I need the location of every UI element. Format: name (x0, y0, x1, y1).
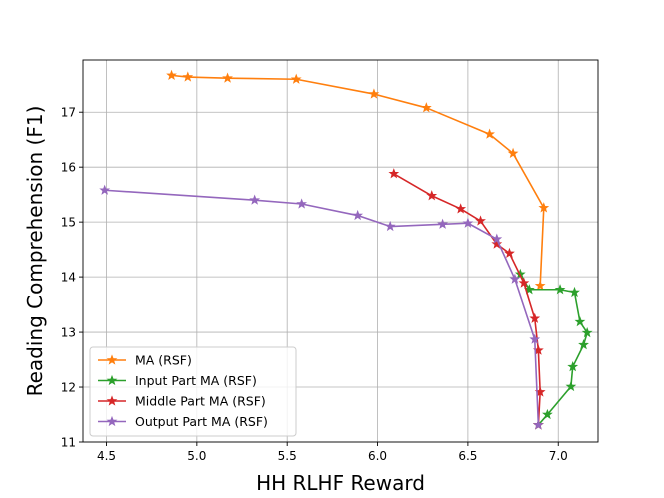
series-layer (99, 69, 593, 430)
legend-star-icon (106, 374, 118, 386)
x-tick-label: 4.5 (97, 449, 116, 463)
data-point-star (507, 147, 519, 159)
data-point-star (484, 128, 495, 139)
series-line (171, 74, 545, 286)
y-tick-label: 16 (61, 161, 76, 175)
x-axis-label: HH RLHF Reward (256, 471, 425, 495)
data-point-star (222, 72, 233, 83)
data-point-star (455, 203, 467, 214)
legend-box (89, 346, 297, 437)
data-point-star (534, 280, 546, 291)
y-tick-label: 17 (61, 106, 76, 120)
data-point-star (491, 233, 503, 244)
x-tick-label: 7.0 (549, 449, 568, 463)
data-point-star (420, 102, 432, 113)
data-point-star (565, 380, 577, 392)
data-point-star (578, 339, 589, 350)
data-point-star (182, 71, 194, 82)
legend: MA (RSF) Input Part MA (RSF) Middle Part M… (89, 346, 297, 437)
data-point-star (504, 247, 515, 259)
series-3 (99, 184, 544, 430)
y-tick-label: 12 (61, 381, 76, 395)
x-tick-label: 5.5 (278, 449, 297, 463)
series-0 (166, 69, 550, 291)
plot-frame (82, 59, 599, 443)
x-tick-label: 5.0 (187, 449, 206, 463)
legend-star-icon (106, 354, 118, 365)
ticks: 4.5 5.0 5.5 6.0 6.5 7.0 11 12 13 14 15 16 17 (61, 106, 568, 463)
y-tick-label: 15 (61, 216, 76, 230)
data-point-star (296, 198, 308, 209)
data-point-star (529, 333, 541, 344)
data-point-star (574, 315, 586, 327)
data-point-star (532, 419, 544, 430)
data-point-star (290, 73, 302, 84)
legend-label: Output Part MA (RSF) (135, 414, 268, 429)
data-point-star (518, 277, 530, 288)
data-point-star (368, 88, 380, 99)
data-point-star (166, 69, 177, 80)
y-tick-label: 11 (61, 436, 76, 450)
x-tick-label: 6.5 (458, 449, 477, 463)
data-point-star (569, 286, 580, 298)
data-point-star (426, 190, 438, 201)
data-point-star (538, 202, 550, 213)
data-point-star (567, 361, 579, 372)
legend-star-icon (106, 415, 118, 427)
legend-label: MA (RSF) (135, 353, 192, 368)
y-tick-label: 14 (61, 271, 76, 285)
data-point-star (352, 209, 364, 221)
data-point-star (581, 326, 593, 338)
data-point-star (475, 215, 486, 226)
legend-item: Middle Part MA (RSF) (98, 394, 266, 409)
data-point-star (388, 168, 400, 179)
legend-label: Middle Part MA (RSF) (135, 394, 266, 409)
data-point-star (509, 273, 521, 284)
data-point-star (529, 312, 541, 323)
data-point-star (99, 184, 111, 195)
data-point-star (542, 408, 553, 420)
legend-item: MA (RSF) (98, 353, 192, 368)
data-point-star (462, 217, 474, 228)
y-axis-label: Reading Comprehension (F1) (23, 106, 47, 397)
data-point-star (384, 220, 396, 232)
data-point-star (437, 218, 448, 229)
y-tick-label: 13 (61, 326, 76, 340)
x-tick-label: 6.0 (368, 449, 387, 463)
data-point-star (554, 284, 566, 295)
legend-item: Input Part MA (RSF) (98, 373, 257, 388)
legend-item: Output Part MA (RSF) (98, 414, 268, 429)
data-point-star (249, 194, 261, 205)
legend-label: Input Part MA (RSF) (135, 373, 257, 388)
legend-star-icon (106, 395, 118, 406)
data-point-star (491, 238, 503, 249)
